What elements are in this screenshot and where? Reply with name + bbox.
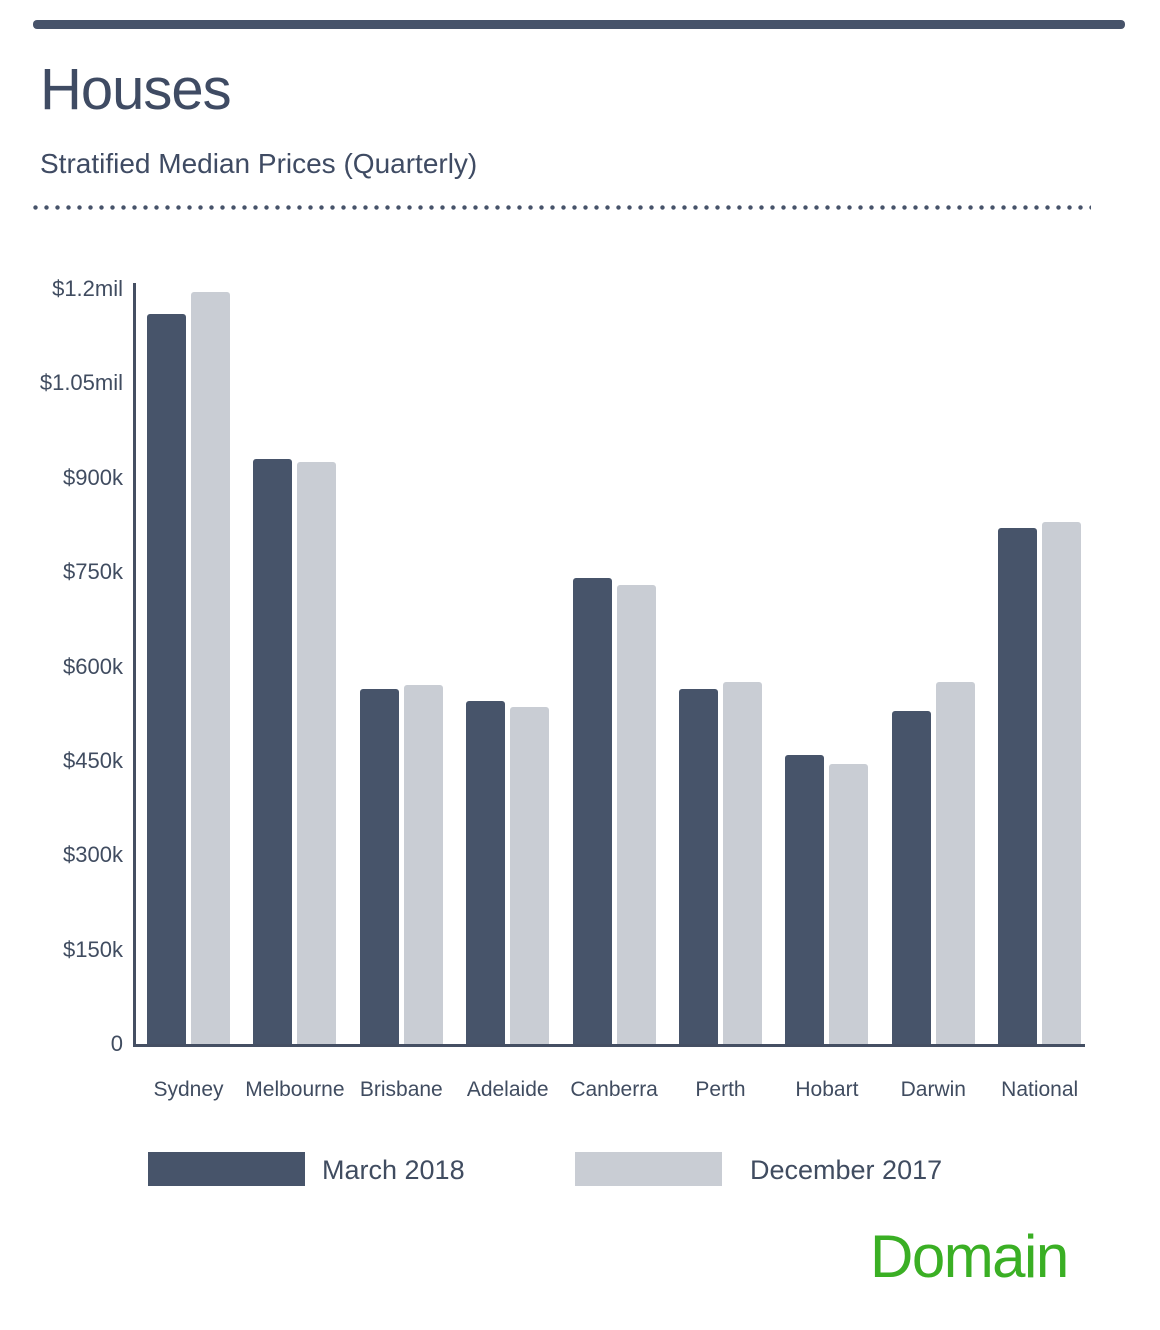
x-category-label-melbourne: Melbourne: [245, 1078, 345, 1101]
bar-december-2017-brisbane: [403, 685, 443, 1044]
bar-december-2017-darwin: [935, 682, 975, 1044]
domain-logo: Domain: [870, 1223, 1069, 1290]
bar-december-2017-perth: [723, 682, 762, 1044]
x-category-label-hobart: Hobart: [795, 1078, 859, 1101]
bar-december-2017-hobart: [829, 764, 869, 1044]
bar-march-2018-national: [998, 528, 1038, 1044]
bar-march-2018-brisbane: [359, 688, 399, 1044]
x-category-label-canberra: Canberra: [570, 1078, 658, 1101]
page-subtitle: Stratified Median Prices (Quarterly): [40, 148, 478, 179]
y-axis-line: [133, 283, 136, 1044]
bar-december-2017-adelaide: [510, 707, 550, 1044]
x-category-label-brisbane: Brisbane: [359, 1078, 443, 1101]
bar-december-2017-melbourne: [297, 462, 337, 1044]
y-tick-label: 0: [110, 1031, 123, 1056]
legend-label-december-2017: December 2017: [750, 1155, 943, 1185]
bar-march-2018-darwin: [891, 710, 931, 1044]
bar-december-2017-canberra: [616, 584, 656, 1044]
y-tick-label: $1.2mil: [52, 276, 123, 301]
legend-swatch-december-2017: [575, 1152, 722, 1186]
bar-march-2018-canberra: [572, 578, 612, 1044]
bar-december-2017-national: [1042, 521, 1082, 1044]
y-tick-label: $600k: [63, 653, 123, 679]
x-axis-line: [133, 1044, 1085, 1047]
bar-december-2017-sydney: [191, 292, 230, 1044]
x-category-label-darwin: Darwin: [900, 1078, 966, 1101]
x-category-label-sydney: Sydney: [153, 1078, 224, 1101]
y-tick-label: $450k: [63, 747, 123, 773]
y-tick-label: $900k: [63, 464, 123, 490]
top-rule: [33, 20, 1125, 29]
x-category-label-national: National: [1001, 1078, 1079, 1101]
y-tick-label: $1.05mil: [39, 370, 123, 396]
x-category-label-adelaide: Adelaide: [466, 1078, 549, 1101]
y-tick-label: $750k: [63, 559, 123, 585]
x-category-label-perth: Perth: [695, 1078, 746, 1101]
legend-swatch-march-2018: [148, 1152, 305, 1186]
bar-march-2018-melbourne: [253, 458, 293, 1044]
bar-march-2018-hobart: [785, 754, 825, 1044]
y-tick-label: $300k: [63, 842, 123, 868]
bar-march-2018-sydney: [147, 314, 186, 1044]
y-tick-label: $150k: [63, 936, 123, 962]
dotted-divider: [33, 205, 1091, 211]
bar-march-2018-perth: [679, 688, 718, 1044]
bar-march-2018-adelaide: [466, 701, 506, 1044]
legend-label-march-2018: March 2018: [322, 1155, 465, 1185]
page-title: Houses: [40, 57, 232, 122]
